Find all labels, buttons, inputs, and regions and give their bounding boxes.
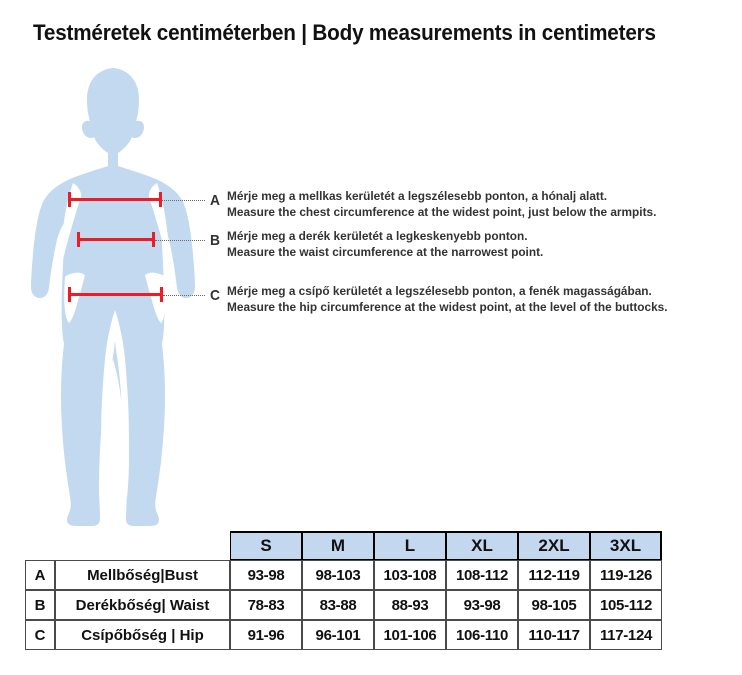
measure-line-c	[68, 293, 163, 296]
measure-leader-c	[163, 295, 205, 296]
measure-cap-c-left	[68, 287, 71, 302]
cell-a-3xl: 119-126	[590, 560, 662, 590]
row-name-a: Mellbőség|Bust	[55, 560, 230, 590]
description-c: Mérje meg a csípő kerületét a legszélese…	[227, 283, 668, 315]
size-chart-table: S M L XL 2XL 3XL A Mellbőség|Bust 93-98 …	[25, 531, 662, 650]
cell-c-xl: 106-110	[446, 620, 518, 650]
description-c-en: Measure the hip circumference at the wid…	[227, 300, 668, 314]
measure-leader-a	[162, 200, 205, 201]
body-figure-area: A B C	[0, 55, 250, 535]
measure-label-c: C	[210, 287, 220, 304]
header-spacer-letter	[25, 531, 55, 560]
measure-line-a	[68, 198, 162, 201]
row-name-c: Csípőbőség | Hip	[55, 620, 230, 650]
cell-b-3xl: 105-112	[590, 590, 662, 620]
measure-cap-b-left	[77, 232, 80, 247]
male-body-silhouette	[31, 68, 195, 526]
cell-b-m: 83-88	[302, 590, 374, 620]
cell-b-s: 78-83	[230, 590, 302, 620]
row-letter-a: A	[25, 560, 55, 590]
table-row: A Mellbőség|Bust 93-98 98-103 103-108 10…	[25, 560, 662, 590]
measure-cap-c-right	[160, 287, 163, 302]
measure-line-b	[77, 238, 155, 241]
cell-b-2xl: 98-105	[518, 590, 590, 620]
row-name-b: Derékbőség| Waist	[55, 590, 230, 620]
cell-a-xl: 108-112	[446, 560, 518, 590]
measure-cap-a-left	[68, 192, 71, 207]
description-a-en: Measure the chest circumference at the w…	[227, 205, 657, 219]
measure-leader-b	[155, 240, 205, 241]
cell-a-l: 103-108	[374, 560, 446, 590]
row-letter-c: C	[25, 620, 55, 650]
cell-b-l: 88-93	[374, 590, 446, 620]
size-header-1: M	[302, 531, 374, 560]
measure-label-b: B	[210, 232, 220, 249]
table-row: B Derékbőség| Waist 78-83 83-88 88-93 93…	[25, 590, 662, 620]
page-title: Testméretek centiméterben | Body measure…	[33, 20, 656, 45]
size-header-3: XL	[446, 531, 518, 560]
cell-c-m: 96-101	[302, 620, 374, 650]
cell-a-2xl: 112-119	[518, 560, 590, 590]
cell-c-2xl: 110-117	[518, 620, 590, 650]
cell-a-s: 93-98	[230, 560, 302, 590]
measure-label-a: A	[210, 192, 220, 209]
table-row: C Csípőbőség | Hip 91-96 96-101 101-106 …	[25, 620, 662, 650]
size-header-2: L	[374, 531, 446, 560]
measure-cap-a-right	[159, 192, 162, 207]
cell-b-xl: 93-98	[446, 590, 518, 620]
description-a-hu: Mérje meg a mellkas kerületét a legszéle…	[227, 189, 608, 203]
cell-c-3xl: 117-124	[590, 620, 662, 650]
cell-c-l: 101-106	[374, 620, 446, 650]
description-b-en: Measure the waist circumference at the n…	[227, 245, 544, 259]
row-letter-b: B	[25, 590, 55, 620]
measure-cap-b-right	[152, 232, 155, 247]
size-header-4: 2XL	[518, 531, 590, 560]
cell-a-m: 98-103	[302, 560, 374, 590]
table-header-row: S M L XL 2XL 3XL	[25, 531, 662, 560]
size-header-0: S	[230, 531, 302, 560]
description-b-hu: Mérje meg a derék kerületét a legkeskeny…	[227, 229, 528, 243]
description-a: Mérje meg a mellkas kerületét a legszéle…	[227, 188, 656, 220]
header-spacer-name	[55, 531, 230, 560]
description-c-hu: Mérje meg a csípő kerületét a legszélese…	[227, 284, 652, 298]
description-b: Mérje meg a derék kerületét a legkeskeny…	[227, 228, 543, 260]
cell-c-s: 91-96	[230, 620, 302, 650]
size-header-5: 3XL	[590, 531, 662, 560]
